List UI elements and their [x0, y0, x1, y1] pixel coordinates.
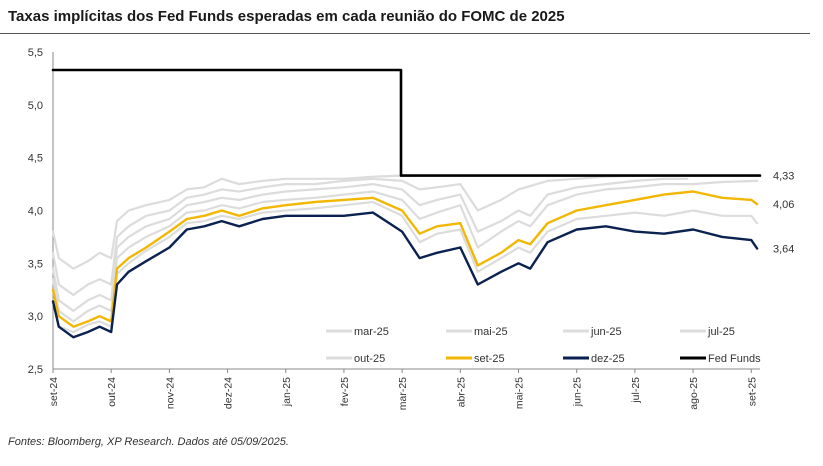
series-line-fed-funds	[51, 68, 762, 177]
legend-label: jun-25	[590, 326, 622, 338]
x-tick-label: jan-25	[281, 377, 293, 407]
x-tick-label: jul-25	[630, 377, 642, 404]
series-line-dez-25	[51, 211, 759, 339]
x-tick-label: ago-25	[688, 377, 700, 410]
x-tick-label: mar-25	[397, 377, 409, 410]
y-tick-label: 5,0	[28, 100, 43, 112]
y-tick-label: 3,0	[28, 311, 43, 323]
x-tick-label: nov-24	[164, 377, 176, 409]
x-tick-label: jun-25	[572, 377, 584, 407]
y-tick-label: 4,5	[28, 153, 43, 165]
x-tick-label: dez-24	[223, 377, 235, 409]
legend-label: mar-25	[354, 326, 389, 338]
x-tick-label: fev-25	[339, 377, 351, 406]
source-note: Fontes: Bloomberg, XP Research. Dados at…	[8, 436, 289, 448]
x-tick-label: mai-25	[514, 377, 526, 409]
end-value-label: 4,33	[773, 171, 794, 183]
end-value-label: 4,06	[773, 199, 794, 211]
x-tick-label: out-24	[106, 377, 118, 407]
y-tick-label: 3,5	[28, 258, 43, 270]
y-tick-label: 2,5	[28, 364, 43, 376]
x-tick-label: set-24	[48, 377, 60, 406]
y-tick-label: 4,0	[28, 206, 43, 218]
series-line-set-25	[51, 190, 759, 328]
legend-label: Fed Funds	[708, 353, 761, 365]
series-line-mai-25	[51, 174, 642, 297]
legend-label: jul-25	[707, 326, 735, 338]
series-line-jun-25	[51, 177, 689, 312]
x-tick-label: set-25	[746, 377, 758, 406]
title-divider	[0, 33, 810, 34]
x-tick-label: abr-25	[455, 377, 467, 408]
y-tick-label: 5,5	[28, 47, 43, 59]
series-line-mar-25	[51, 174, 415, 270]
chart-title: Taxas implícitas dos Fed Funds esperadas…	[8, 8, 565, 25]
legend-label: out-25	[354, 353, 385, 365]
legend-label: dez-25	[591, 353, 625, 365]
legend-label: mai-25	[474, 326, 508, 338]
legend-label: set-25	[474, 353, 505, 365]
end-value-label: 3,64	[773, 244, 794, 256]
